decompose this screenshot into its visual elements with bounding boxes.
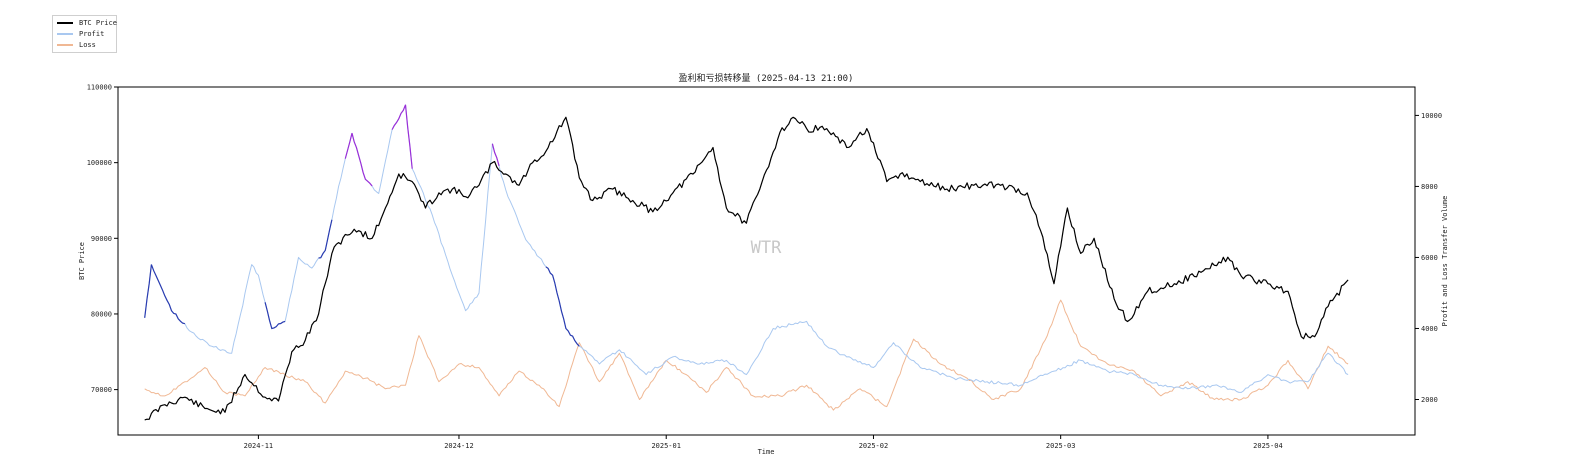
legend-swatch-loss — [57, 44, 73, 46]
watermark: WTR — [751, 238, 782, 258]
legend-label-btc-price: BTC Price — [79, 19, 117, 27]
x-tick-label-2025-02: 2025-02 — [859, 442, 889, 450]
y2-tick-label-4000: 4000 — [1421, 325, 1438, 333]
series-line-btc-price — [144, 116, 1349, 421]
y-tick-label-70000: 70000 — [91, 386, 112, 394]
y-tick-label-80000: 80000 — [91, 310, 112, 318]
legend: BTC Price Profit Loss — [52, 15, 117, 53]
y2-tick-label-6000: 6000 — [1421, 254, 1438, 262]
x-axis-label: Time — [758, 448, 775, 456]
legend-swatch-profit — [57, 33, 73, 35]
profit-highlight-segment-7 — [545, 266, 580, 347]
profit-highlight-segment-4 — [344, 133, 373, 187]
legend-label-profit: Profit — [79, 30, 105, 38]
profit-highlight-segment-5 — [391, 104, 413, 169]
profit-highlight-segment-1 — [144, 264, 186, 325]
y2-tick-label-2000: 2000 — [1421, 396, 1438, 404]
legend-label-loss: Loss — [79, 41, 96, 49]
series-line-loss — [144, 299, 1349, 411]
y-tick-label-100000: 100000 — [87, 159, 112, 167]
y2-axis-label: Profit and Loss Transfer Volume — [1441, 196, 1449, 327]
plot-frame — [117, 86, 1416, 436]
profit-highlight-segment-3 — [318, 219, 333, 259]
x-tick-label-2025-01: 2025-01 — [651, 442, 681, 450]
x-tick-label-2025-03: 2025-03 — [1046, 442, 1076, 450]
chart-title: 盈利和亏损转移量 (2025-04-13 21:00) — [679, 72, 854, 84]
profit-highlight-segment-6 — [491, 143, 500, 167]
x-tick-label-2024-12: 2024-12 — [444, 442, 474, 450]
x-tick-label-2024-11: 2024-11 — [244, 442, 274, 450]
y-tick-label-110000: 110000 — [87, 84, 112, 92]
legend-swatch-btc-price — [57, 22, 73, 24]
y-axis-label: BTC Price — [78, 242, 86, 280]
axis-layer: 2024-11 2024-12 2025-01 2025-02 2025-03 2025-… — [87, 84, 1442, 451]
y-tick-label-90000: 90000 — [91, 235, 112, 243]
profit-highlight-segment-2 — [264, 302, 286, 330]
y2-tick-label-10000: 10000 — [1421, 112, 1442, 120]
y2-tick-label-8000: 8000 — [1421, 183, 1438, 191]
x-tick-label-2025-04: 2025-04 — [1253, 442, 1283, 450]
series-layer — [144, 104, 1349, 421]
